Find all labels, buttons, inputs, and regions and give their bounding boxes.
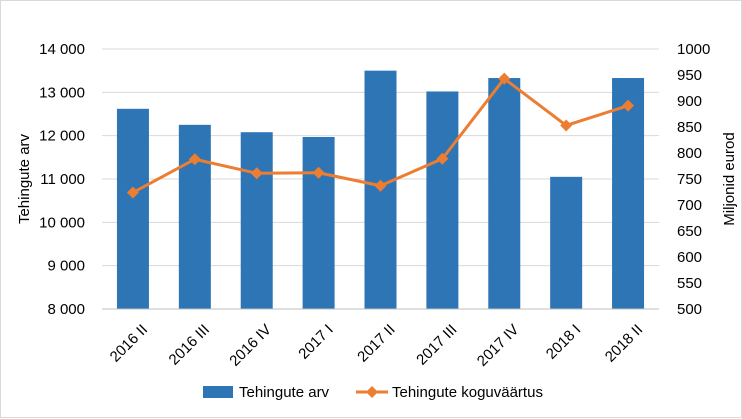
x-tick-label: 2018 II — [602, 321, 646, 365]
y-right-tick-label: 850 — [677, 119, 702, 136]
y-right-tick-label: 600 — [677, 249, 702, 266]
y-left-tick-label: 8 000 — [47, 301, 85, 318]
bar — [426, 91, 459, 309]
bar — [302, 136, 335, 309]
x-tick-label: 2018 I — [543, 321, 585, 363]
x-tick-label: 2017 I — [295, 321, 337, 363]
x-tick-label: 2017 II — [354, 321, 398, 365]
y-right-tick-label: 700 — [677, 197, 702, 214]
y-left-tick-label: 14 000 — [39, 41, 85, 58]
legend-swatch-marker — [366, 386, 378, 398]
legend-swatch-bar — [203, 386, 233, 398]
y-left-tick-label: 9 000 — [47, 258, 85, 275]
y-right-tick-label: 650 — [677, 223, 702, 240]
y-right-tick-label: 950 — [677, 67, 702, 84]
line-point — [250, 167, 263, 180]
x-tick-label: 2016 III — [166, 321, 213, 368]
line-point — [622, 99, 635, 112]
x-tick-label: 2017 IV — [474, 321, 523, 370]
line-point — [498, 72, 511, 85]
y-right-tick-label: 1000 — [677, 41, 710, 58]
bar — [612, 78, 645, 310]
y-right-tick-label: 500 — [677, 301, 702, 318]
bar — [116, 108, 149, 309]
line-point — [312, 166, 325, 179]
y-right-axis-title: Miljonid eurod — [721, 132, 738, 225]
x-tick-label: 2017 III — [413, 321, 460, 368]
y-left-tick-label: 12 000 — [39, 128, 85, 145]
y-right-tick-label: 550 — [677, 275, 702, 292]
y-left-tick-label: 11 000 — [40, 171, 85, 188]
legend-label: Tehingute koguväärtus — [392, 384, 543, 401]
y-left-tick-label: 10 000 — [39, 214, 85, 231]
y-right-tick-label: 750 — [677, 171, 702, 188]
line-point — [188, 153, 201, 166]
line-point — [560, 119, 573, 132]
line-series — [126, 72, 635, 199]
legend-label: Tehingute arv — [239, 384, 330, 401]
y-left-tick-label: 13 000 — [39, 84, 85, 101]
bar — [550, 176, 583, 309]
y-left-axis-title: Tehingute arv — [16, 133, 33, 224]
x-tick-label: 2016 II — [107, 321, 151, 365]
y-right-tick-label: 800 — [677, 145, 702, 162]
bar — [488, 78, 521, 310]
line-point — [126, 186, 139, 199]
x-tick-label: 2016 IV — [226, 321, 275, 370]
legend: Tehingute arv Tehingute koguväärtus — [203, 384, 543, 401]
line-point — [374, 179, 387, 192]
y-right-tick-label: 900 — [677, 93, 702, 110]
bar — [240, 132, 273, 309]
line-point — [436, 152, 449, 165]
bar — [178, 124, 211, 309]
